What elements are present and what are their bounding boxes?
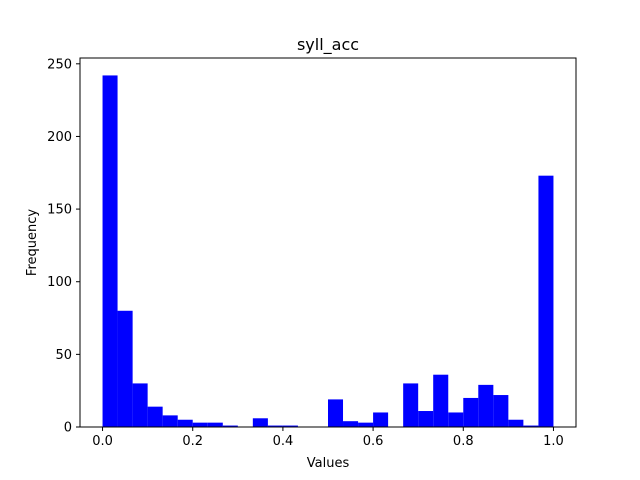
histogram-bar bbox=[147, 406, 163, 427]
y-axis-label: Frequency bbox=[25, 209, 40, 276]
histogram-bar bbox=[433, 374, 449, 427]
y-axis-ticks: 0 50 100 150 200 250 bbox=[47, 57, 80, 436]
histogram-bar bbox=[102, 75, 118, 427]
histogram-bar bbox=[177, 419, 193, 427]
histogram-bar bbox=[267, 425, 283, 427]
histogram-bar bbox=[328, 399, 344, 427]
histogram-bar bbox=[493, 395, 509, 427]
y-tick-label: 100 bbox=[47, 275, 72, 290]
histogram-bar bbox=[132, 383, 148, 427]
x-axis-ticks: 0.0 0.2 0.4 0.6 0.8 1.0 bbox=[92, 427, 564, 449]
histogram-bar bbox=[373, 412, 389, 427]
histogram-bar bbox=[358, 422, 374, 427]
x-tick-label: 0.6 bbox=[363, 434, 384, 449]
y-tick-label: 150 bbox=[47, 203, 72, 218]
histogram-bar bbox=[222, 425, 238, 427]
histogram-bar bbox=[192, 422, 208, 427]
x-tick-label: 0.0 bbox=[92, 434, 113, 449]
y-tick-label: 250 bbox=[47, 57, 72, 72]
histogram-bar bbox=[478, 384, 494, 427]
histogram-bar bbox=[207, 422, 223, 427]
x-tick-label: 1.0 bbox=[543, 434, 564, 449]
bars-group bbox=[102, 75, 554, 427]
x-tick-label: 0.2 bbox=[182, 434, 203, 449]
y-tick-label: 0 bbox=[64, 421, 72, 436]
y-tick-label: 50 bbox=[55, 348, 72, 363]
histogram-bar bbox=[508, 419, 524, 427]
x-tick-label: 0.8 bbox=[453, 434, 474, 449]
histogram-bar bbox=[523, 425, 539, 427]
plot-frame bbox=[79, 57, 577, 428]
histogram-bar bbox=[403, 383, 419, 427]
y-tick-label: 200 bbox=[47, 130, 72, 145]
histogram-bar bbox=[282, 425, 298, 427]
histogram-bar bbox=[343, 421, 359, 427]
histogram-bar bbox=[538, 175, 554, 427]
chart-title: syll_acc bbox=[297, 35, 359, 55]
histogram-bar bbox=[162, 415, 178, 427]
histogram-bar bbox=[117, 310, 133, 427]
histogram-bar bbox=[463, 397, 479, 427]
histogram-bar bbox=[418, 411, 434, 427]
histogram-bar bbox=[448, 412, 464, 427]
x-tick-label: 0.4 bbox=[273, 434, 294, 449]
x-axis-label: Values bbox=[307, 456, 350, 471]
histogram-bar bbox=[252, 418, 268, 427]
